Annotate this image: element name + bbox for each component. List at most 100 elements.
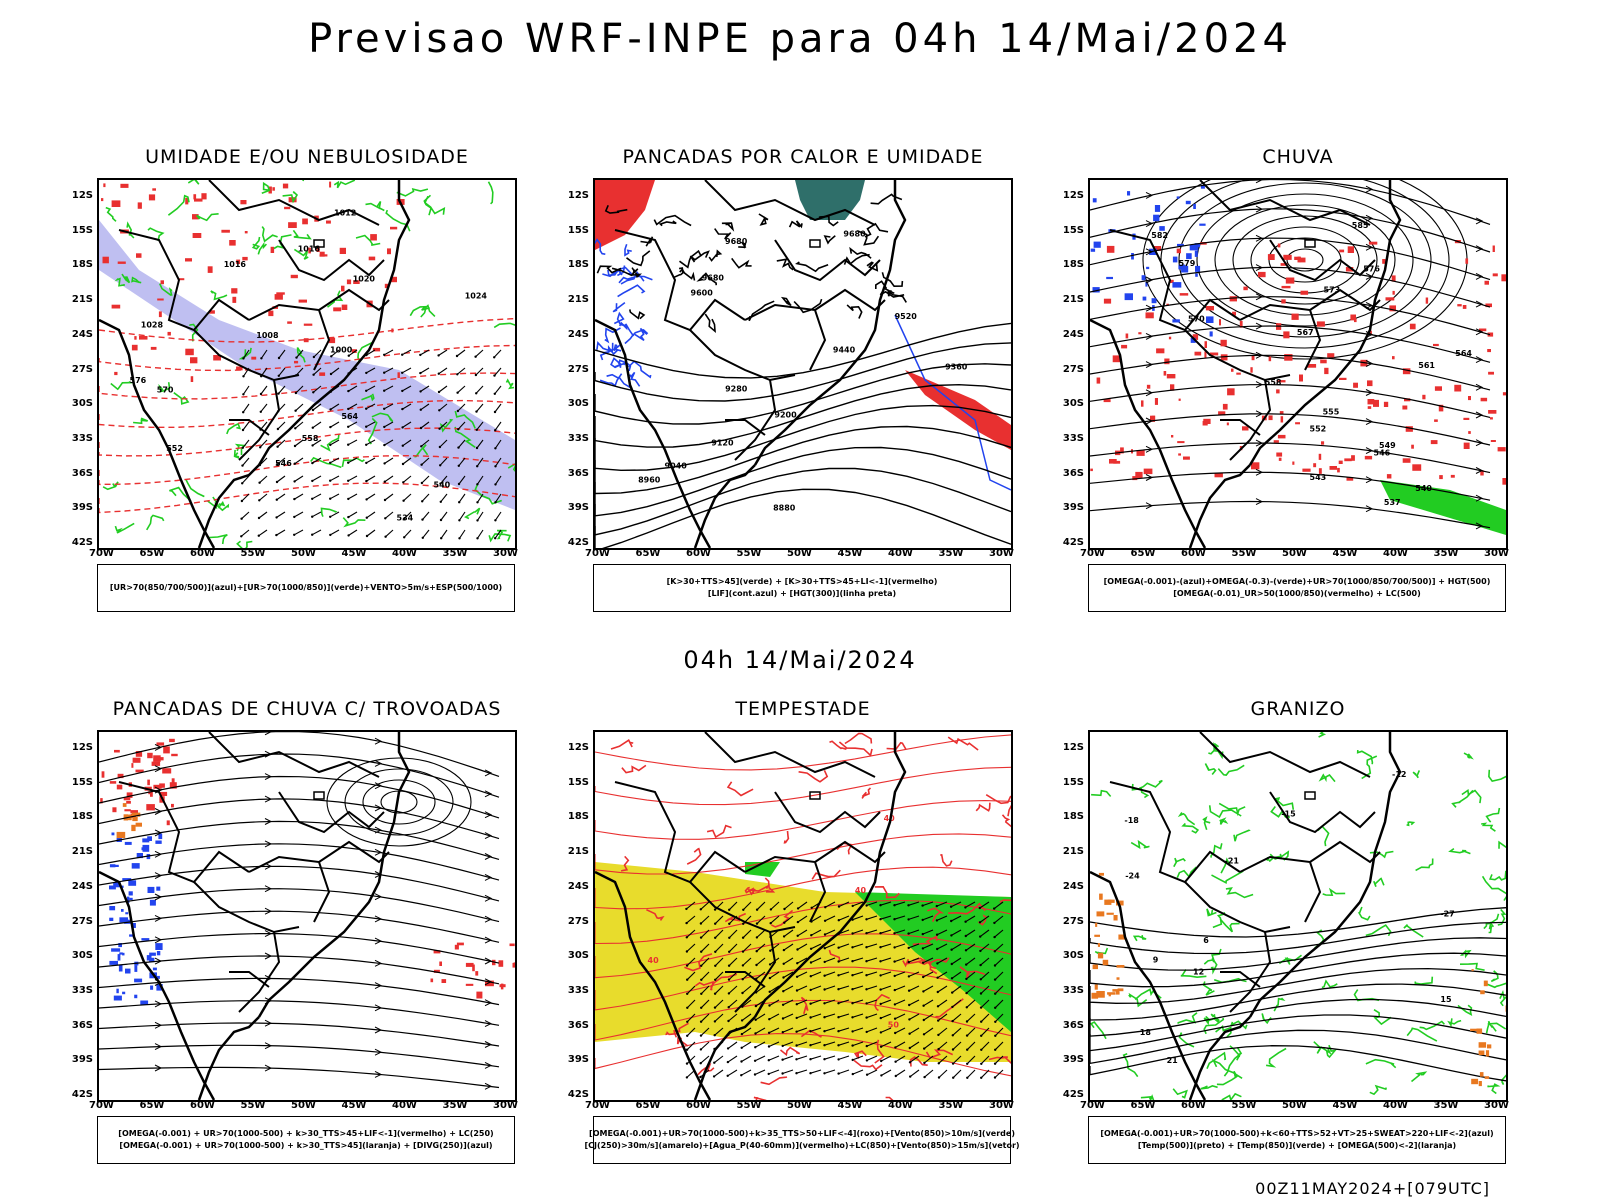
wind-vector bbox=[894, 943, 906, 948]
contour-label: 540 bbox=[1415, 484, 1432, 493]
shaded-cell bbox=[142, 838, 150, 843]
wind-vector bbox=[880, 915, 892, 920]
latitude-tick-label: 24S bbox=[71, 880, 93, 892]
streamline-arrow bbox=[374, 1048, 383, 1056]
streamline-arrow bbox=[1475, 439, 1484, 447]
vector-head bbox=[937, 1076, 941, 1079]
wind-vector bbox=[866, 901, 878, 907]
streamline-arrow bbox=[484, 769, 493, 777]
vector-head bbox=[824, 906, 827, 909]
contour-fragment bbox=[612, 301, 626, 313]
streamline-arrow bbox=[1365, 214, 1374, 222]
wind-vector bbox=[966, 1041, 976, 1051]
vector-head bbox=[796, 934, 799, 937]
contour-label: 576 bbox=[130, 376, 147, 385]
vector-head bbox=[851, 1002, 854, 1005]
wind-vector bbox=[686, 929, 696, 938]
shaded-cell bbox=[1118, 934, 1125, 940]
contour-line bbox=[1090, 921, 1506, 955]
contour-fragment bbox=[1202, 816, 1211, 831]
shaded-cell bbox=[1489, 417, 1493, 420]
shaded-cell bbox=[1483, 980, 1488, 987]
contour-label: 1024 bbox=[465, 292, 488, 301]
coastline-south bbox=[1188, 1016, 1251, 1100]
vector-head bbox=[401, 426, 404, 429]
shaded-cell bbox=[1468, 431, 1471, 434]
shaded-cell bbox=[1478, 1050, 1485, 1055]
wind-vector bbox=[260, 385, 268, 395]
vector-head bbox=[781, 1072, 784, 1075]
vector-head bbox=[865, 1002, 868, 1005]
shaded-cell bbox=[147, 886, 155, 893]
shaded-cell bbox=[135, 769, 144, 773]
contour-fragment bbox=[776, 258, 794, 271]
rain-red-shading bbox=[1090, 240, 1506, 485]
wind-vector bbox=[402, 439, 412, 447]
vector-head bbox=[781, 1058, 784, 1061]
shaded-cell bbox=[150, 346, 157, 350]
wind-vector bbox=[783, 915, 794, 924]
shaded-cell bbox=[1402, 458, 1411, 463]
shaded-cell bbox=[1279, 411, 1284, 415]
streamline bbox=[99, 977, 500, 1006]
vector-head bbox=[851, 904, 854, 908]
shaded-cell bbox=[1278, 457, 1282, 461]
vector-head bbox=[402, 481, 405, 484]
wind-vector bbox=[980, 1013, 990, 1023]
vector-head bbox=[727, 978, 731, 981]
wind-vector bbox=[278, 367, 286, 377]
wind-vector bbox=[810, 999, 822, 1005]
shaded-cell bbox=[1291, 313, 1299, 320]
instability-red-area bbox=[595, 180, 655, 250]
contour-fragment bbox=[999, 899, 1011, 903]
shaded-cell bbox=[1177, 441, 1185, 444]
legend-line: [UR>70(850/700/500)](azul)+[UR>70(1000/8… bbox=[109, 583, 503, 592]
vector-head bbox=[893, 988, 896, 992]
vector-head bbox=[259, 410, 262, 413]
contour-label: 9600 bbox=[691, 288, 714, 297]
vector-head bbox=[401, 462, 405, 466]
wind-vector bbox=[348, 529, 358, 536]
shaded-cell bbox=[1465, 258, 1469, 264]
contour-fragment bbox=[975, 802, 991, 812]
map-geography bbox=[595, 180, 907, 548]
streamline-arrow bbox=[1145, 474, 1154, 481]
vector-head bbox=[837, 960, 840, 963]
vector-head bbox=[923, 1075, 926, 1079]
wind-vector bbox=[311, 511, 322, 518]
streamline-arrow bbox=[1475, 328, 1484, 336]
longitude-tick-label: 30W bbox=[493, 1100, 518, 1111]
shaded-cell bbox=[1096, 377, 1101, 384]
shaded-cell bbox=[1170, 279, 1174, 283]
streamline-arrow bbox=[1255, 381, 1264, 389]
shaded-cell bbox=[1392, 356, 1395, 360]
latitude-tick-label: 24S bbox=[1062, 880, 1084, 892]
vector-head bbox=[728, 922, 731, 925]
vector-head bbox=[365, 425, 368, 428]
wind-vector bbox=[881, 1069, 892, 1076]
thunder-red-ocean bbox=[430, 942, 515, 999]
shaded-cell bbox=[1484, 280, 1489, 285]
wind-vector bbox=[796, 1027, 808, 1033]
latitude-tick-label: 24S bbox=[1062, 328, 1084, 340]
vector-head bbox=[713, 1006, 717, 1009]
vector-head bbox=[347, 443, 350, 446]
wind-vector bbox=[852, 1041, 864, 1047]
latitude-tick-label: 39S bbox=[567, 1054, 589, 1066]
wind-vector bbox=[838, 915, 850, 921]
wind-vector bbox=[951, 943, 962, 951]
vector-head bbox=[782, 990, 785, 993]
vector-head bbox=[475, 410, 478, 413]
vector-head bbox=[754, 1004, 758, 1008]
wind-vector bbox=[979, 901, 990, 909]
map-plot-area: -12 -15 -18 -21 -24 -27 6 9 12 15 18 21 bbox=[1088, 730, 1508, 1102]
country-border bbox=[193, 881, 300, 934]
shaded-cell bbox=[120, 183, 129, 188]
streamline-arrow bbox=[154, 1021, 163, 1029]
federal-district bbox=[313, 239, 325, 248]
shaded-cell bbox=[236, 259, 241, 264]
vector-head bbox=[421, 536, 424, 539]
shaded-cell bbox=[231, 288, 238, 294]
shaded-cell bbox=[1116, 965, 1125, 968]
